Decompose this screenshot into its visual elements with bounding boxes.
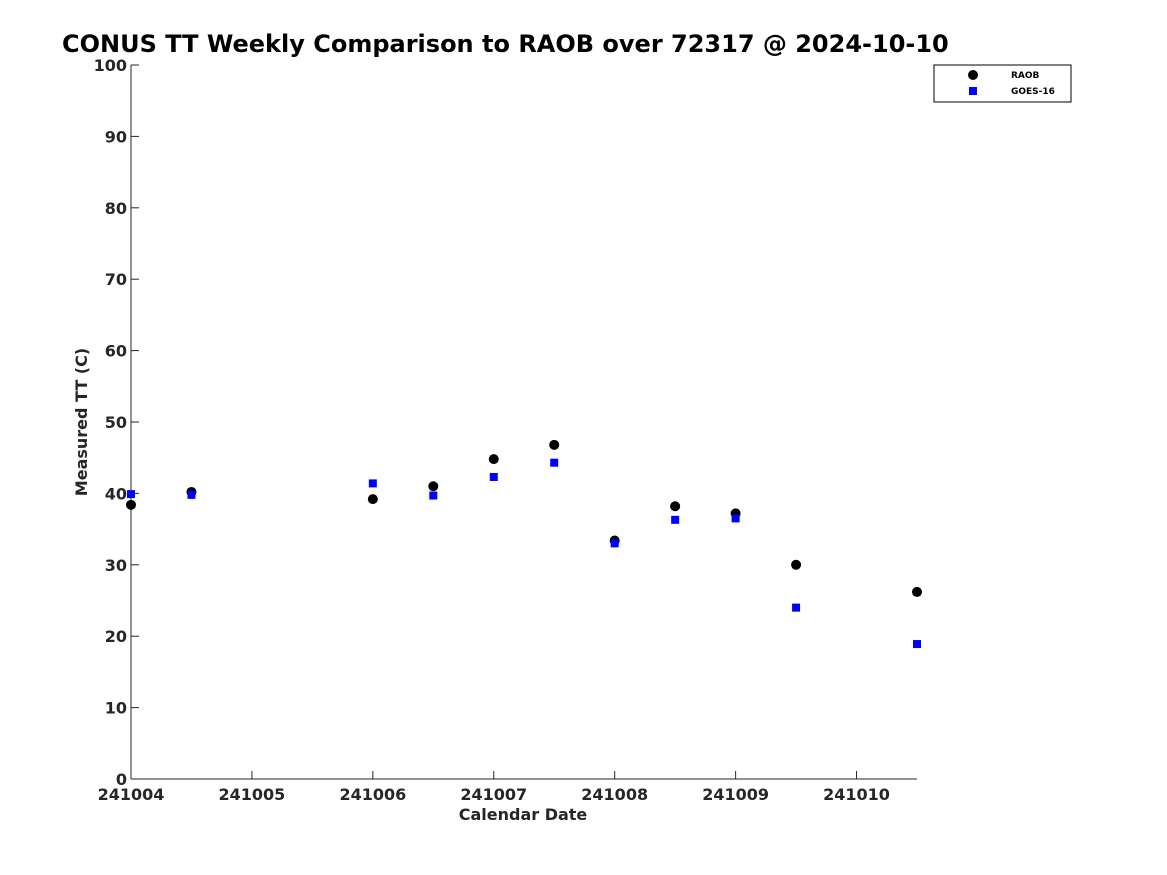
goes-16-point	[671, 515, 680, 524]
legend-label: RAOB	[1011, 71, 1040, 81]
raob-point	[367, 494, 378, 505]
goes-16-point	[731, 514, 740, 523]
y-tick-label: 40	[105, 484, 127, 503]
raob-point	[126, 499, 136, 510]
raob-point	[791, 559, 802, 570]
goes-16-point	[368, 479, 377, 488]
y-axis-ticks: 0 10 20 30 40 50 60 70 80 90 100	[94, 56, 139, 789]
raob-point	[428, 481, 439, 492]
y-tick-label: 90	[105, 127, 127, 146]
y-tick-label: 100	[94, 56, 127, 75]
x-tick-label: 241005	[219, 785, 286, 804]
data-points	[126, 439, 922, 649]
y-tick-label: 80	[105, 199, 127, 218]
goes-16-point	[127, 490, 135, 499]
x-tick-label: 241009	[702, 785, 769, 804]
y-tick-label: 70	[105, 270, 127, 289]
legend-marker-raob	[968, 70, 978, 80]
goes-16-point	[610, 539, 619, 548]
y-tick-label: 10	[105, 699, 127, 718]
x-tick-label: 241008	[581, 785, 648, 804]
x-axis-ticks: 241004 241005 241006 241007 241008 241009 2410…	[98, 771, 890, 804]
goes-16-point	[792, 603, 801, 612]
y-axis-label: Measured TT (C)	[72, 348, 91, 496]
legend: RAOB GOES-16	[933, 64, 1072, 103]
y-tick-label: 20	[105, 627, 127, 646]
goes-16-point	[429, 491, 438, 500]
y-tick-label: 50	[105, 413, 127, 432]
x-tick-label: 241006	[339, 785, 406, 804]
x-tick-label: 241007	[460, 785, 527, 804]
y-tick-label: 30	[105, 556, 127, 575]
goes-16-point	[550, 458, 559, 467]
goes-16-point	[489, 472, 498, 481]
chart-title: CONUS TT Weekly Comparison to RAOB over …	[62, 30, 949, 58]
legend-box	[933, 64, 1072, 103]
raob-point	[549, 439, 560, 450]
raob-point	[488, 454, 499, 465]
y-tick-label: 0	[116, 770, 127, 789]
goes-16-point	[913, 640, 921, 649]
legend-marker-goes-16	[969, 87, 977, 95]
goes-16-point	[187, 490, 196, 499]
raob-point	[670, 501, 681, 512]
x-tick-label: 241004	[98, 785, 165, 804]
x-tick-label: 241010	[823, 785, 890, 804]
y-tick-label: 60	[105, 342, 127, 361]
legend-label: GOES-16	[1011, 87, 1055, 97]
x-axis-label: Calendar Date	[459, 805, 588, 824]
raob-point	[912, 586, 922, 597]
